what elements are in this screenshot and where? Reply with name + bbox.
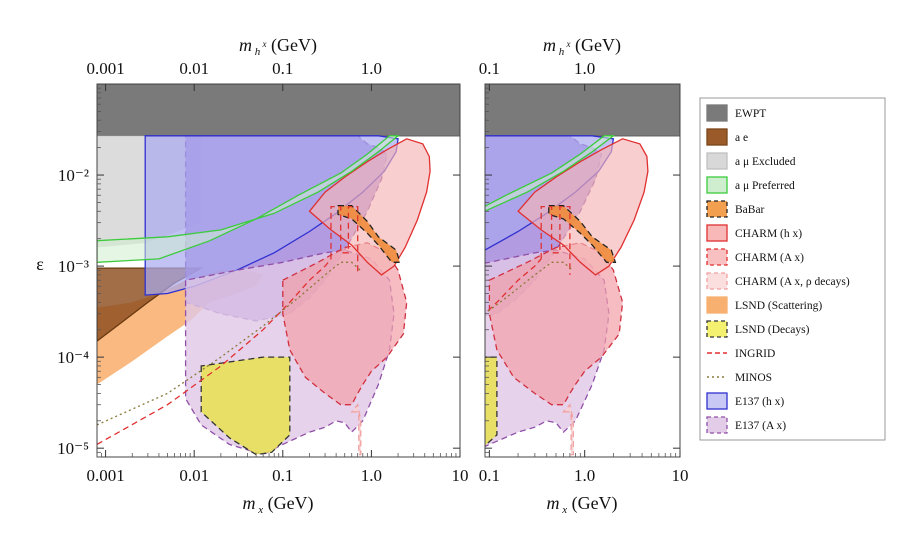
x-tick-label: 10 (452, 466, 469, 485)
y-tick-label: 10⁻³ (58, 257, 89, 276)
left-ticks: 0.001 0.01 0.1 1.0 10 0.001 0.01 0.1 1.0 10⁻⁵ 10⁻⁴… (57, 59, 468, 485)
x-tick-label: 0.001 (86, 466, 124, 485)
region-lsnd-decays-left (200, 356, 291, 456)
x-tick-label: 10 (672, 466, 689, 485)
top-tick-label: 0.01 (179, 59, 209, 78)
legend-label: a e (735, 132, 748, 144)
x-tick-label: 1.0 (574, 466, 595, 485)
legend-label: a μ Preferred (735, 180, 795, 192)
legend-label: CHARM (h x) (735, 228, 802, 240)
line-ingrid-box-left (330, 205, 359, 275)
legend-swatch (706, 248, 728, 266)
legend-swatch (706, 200, 728, 218)
y-tick-label: 10⁻⁴ (57, 348, 89, 367)
y-axis-label: ε (36, 254, 44, 274)
region-charm-rho-right (562, 403, 574, 456)
legend-label: E137 (h x) (735, 396, 784, 408)
legend-label: CHARM (A x, ρ decays) (735, 276, 850, 288)
region-ewpt-right (485, 84, 680, 137)
legend-swatch (706, 296, 728, 314)
legend-swatch (706, 272, 728, 290)
legend-swatch (706, 320, 728, 338)
right-plot-regions (485, 84, 680, 456)
x-tick-label: 0.01 (179, 466, 209, 485)
legend-label: LSND (Decays) (735, 324, 810, 336)
legend-label: BaBar (735, 204, 765, 216)
region-a-mu-preferred-right (485, 135, 616, 212)
top-tick-label: 0.1 (272, 59, 293, 78)
panel-left: 0.001 0.01 0.1 1.0 10 0.001 0.01 0.1 1.0 10⁻⁵ 10⁻⁴… (36, 35, 468, 516)
line-ingrid-box-right (540, 205, 571, 275)
top-tick-label: 0.1 (479, 59, 500, 78)
top-tick-label: 1.0 (361, 59, 382, 78)
region-babar-left (337, 205, 401, 263)
region-a-mu-preferred-left (97, 135, 400, 263)
legend-swatch (706, 152, 728, 170)
legend: EWPT a e a μ Excluded a μ Preferred BaBar CHA… (699, 97, 886, 441)
legend-swatch (706, 392, 728, 410)
region-charm-h--right (517, 138, 649, 276)
legend-label: EWPT (735, 108, 766, 120)
region-lsnd-scattering-left (97, 270, 264, 385)
legend-label: LSND (Scattering) (735, 300, 822, 312)
legend-swatch (706, 104, 728, 122)
right-bottom-axis-label: m x (GeV) (546, 493, 617, 516)
line-minos-left (97, 261, 361, 426)
legend-swatch (706, 128, 728, 146)
panel-right: 0.1 1.0 10 0.1 1.0 m h x (GeV) m x (GeV) (479, 35, 689, 516)
legend-label: CHARM (A x) (735, 252, 804, 264)
legend-frame (699, 97, 886, 441)
region-babar-right (548, 205, 617, 263)
region-charm-a--right (488, 242, 624, 406)
right-top-axis-label: m h x (GeV) (543, 35, 621, 58)
x-tick-label: 0.1 (479, 466, 500, 485)
legend-swatch (706, 176, 728, 194)
x-tick-label: 0.1 (272, 466, 293, 485)
left-plot-regions (97, 84, 460, 456)
top-tick-label: 1.0 (574, 59, 595, 78)
legend-swatch (706, 224, 728, 242)
legend-swatch (706, 416, 728, 434)
y-tick-label: 10⁻⁵ (57, 439, 89, 458)
legend-label: E137 (A x) (735, 420, 786, 432)
legend-label: a μ Excluded (735, 156, 796, 168)
region-charm-rho-left (350, 403, 362, 456)
region-lsnd-decays-right (485, 356, 498, 447)
legend-label: INGRID (735, 348, 775, 360)
y-tick-label: 10⁻² (58, 166, 89, 185)
top-tick-label: 0.001 (86, 59, 124, 78)
left-top-axis-label: m h x (GeV) (239, 35, 317, 58)
legend-items: EWPT a e a μ Excluded a μ Preferred BaBar CHA… (706, 104, 850, 434)
region-ewpt-left (97, 84, 460, 137)
right-ticks: 0.1 1.0 10 0.1 1.0 (479, 59, 689, 485)
line-ingrid-right (485, 258, 542, 315)
left-bottom-axis-label: m x (GeV) (242, 493, 313, 516)
x-tick-label: 1.0 (361, 466, 382, 485)
legend-label: MINOS (735, 372, 772, 384)
region-charm-h--left (308, 138, 431, 276)
